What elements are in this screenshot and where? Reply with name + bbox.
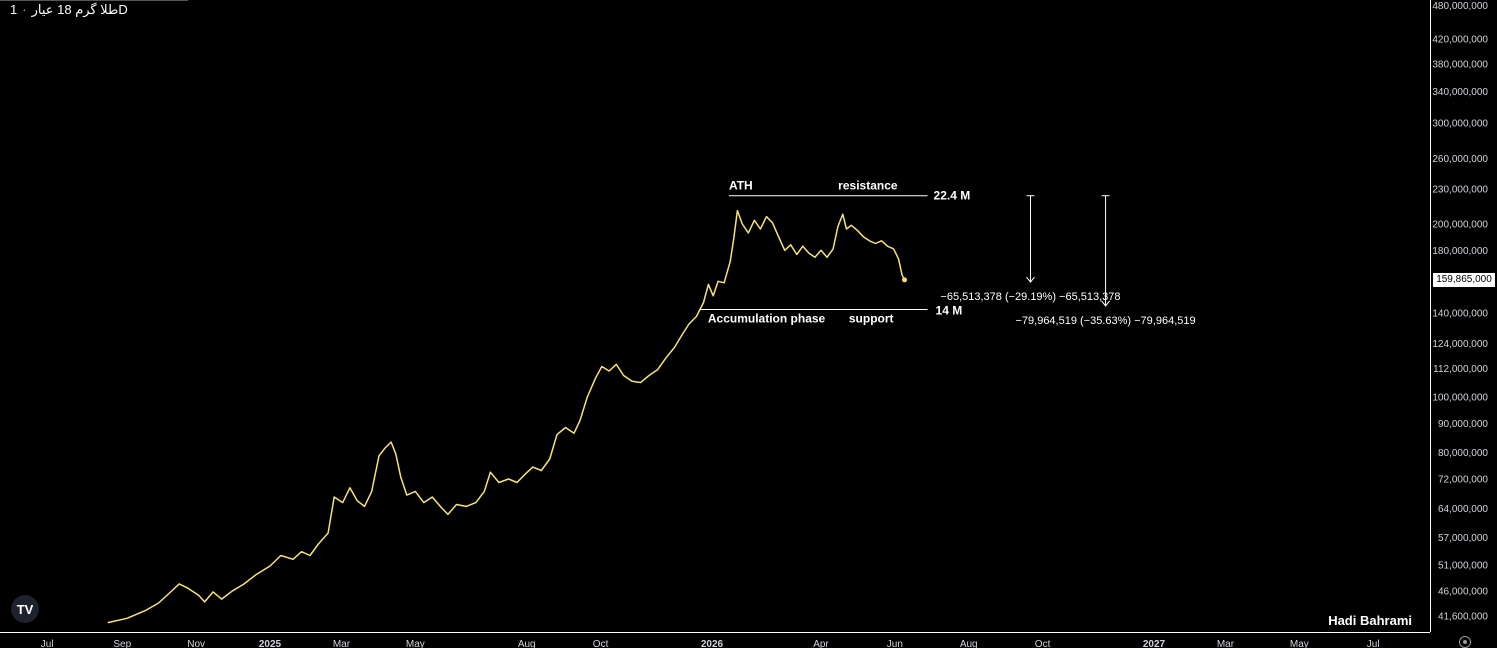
y-tick-label: 51,000,000	[1438, 561, 1488, 572]
y-tick-label: 180,000,000	[1432, 246, 1488, 257]
x-tick-label: Aug	[960, 639, 978, 648]
price-axis: 480,000,000 420,000,000 380,000,000 340,000…	[1432, 1, 1488, 622]
last-price-dot	[902, 277, 908, 283]
symbol-name: طلا گرم 18 عیار	[31, 2, 119, 17]
y-tick-label: 46,000,000	[1438, 586, 1488, 597]
measure-label-2: −79,964,519 (−35.63%) −79,964,519	[1015, 315, 1195, 327]
y-tick-label: 124,000,000	[1432, 339, 1488, 350]
symbol-title: طلا گرم 18 عیار ·1D	[10, 2, 128, 18]
y-tick-label: 230,000,000	[1432, 185, 1488, 196]
measure-label-1: −65,513,378 (−29.19%) −65,513,378	[940, 291, 1120, 303]
support-value-label: 14 M	[936, 303, 963, 317]
title-separator: ·	[22, 2, 27, 17]
support-label: support	[849, 311, 894, 325]
top-divider	[0, 0, 188, 1]
x-tick-label: 2025	[259, 639, 282, 648]
x-tick-label: 2026	[701, 639, 724, 648]
y-tick-label: 112,000,000	[1433, 364, 1488, 375]
y-tick-label: 300,000,000	[1432, 118, 1488, 129]
y-tick-label: 72,000,000	[1438, 474, 1488, 485]
x-tick-label: Mar	[1217, 639, 1235, 648]
time-axis: Jul Sep Nov 2025 Mar May Aug Oct 2026 Apr Jun Aug Oc…	[41, 639, 1380, 648]
drawing-layer: ATH resistance 22.4 M Accumulation phase sup…	[699, 179, 1196, 327]
current-price-label: 159,865,000	[1433, 273, 1495, 287]
interval-label[interactable]: 1D	[10, 2, 128, 17]
x-tick-label: Oct	[593, 639, 609, 648]
x-tick-label: Jul	[41, 639, 54, 648]
gear-icon[interactable]	[1459, 636, 1471, 648]
ath-label: ATH	[729, 179, 753, 193]
y-tick-label: 140,000,000	[1432, 309, 1488, 320]
author-name: Hadi Bahrami	[1328, 613, 1412, 628]
y-tick-label: 260,000,000	[1432, 154, 1488, 165]
measure-arrowhead	[1101, 300, 1110, 307]
y-tick-label: 41,600,000	[1438, 611, 1488, 622]
y-tick-label: 80,000,000	[1438, 448, 1488, 459]
x-tick-label: May	[406, 639, 425, 648]
y-tick-label: 90,000,000	[1438, 419, 1488, 430]
x-tick-label: Oct	[1035, 639, 1051, 648]
y-tick-label: 200,000,000	[1432, 220, 1488, 231]
tradingview-logo-icon[interactable]: TV	[11, 595, 39, 623]
x-tick-label: Jul	[1367, 639, 1380, 648]
y-tick-label: 480,000,000	[1432, 1, 1488, 12]
resistance-label: resistance	[838, 179, 898, 193]
x-tick-label: May	[1290, 639, 1309, 648]
series-layer	[107, 209, 908, 624]
x-tick-label: Mar	[333, 639, 351, 648]
y-tick-label: 57,000,000	[1438, 533, 1488, 544]
x-tick-label: 2027	[1143, 639, 1166, 648]
x-tick-label: Sep	[113, 639, 131, 648]
y-tick-label: 420,000,000	[1432, 34, 1488, 45]
y-tick-label: 340,000,000	[1432, 87, 1488, 98]
x-tick-label: Aug	[518, 639, 536, 648]
x-tick-label: Jun	[887, 639, 903, 648]
x-tick-label: Apr	[813, 639, 829, 648]
y-tick-label: 64,000,000	[1438, 504, 1488, 515]
y-tick-label: 380,000,000	[1432, 59, 1488, 70]
measure-arrowhead	[1026, 276, 1035, 283]
price-line[interactable]	[107, 209, 906, 624]
x-tick-label: Nov	[187, 639, 205, 648]
resistance-value-label: 22.4 M	[934, 189, 971, 203]
accumulation-label: Accumulation phase	[708, 311, 826, 325]
y-tick-label: 100,000,000	[1432, 393, 1488, 404]
